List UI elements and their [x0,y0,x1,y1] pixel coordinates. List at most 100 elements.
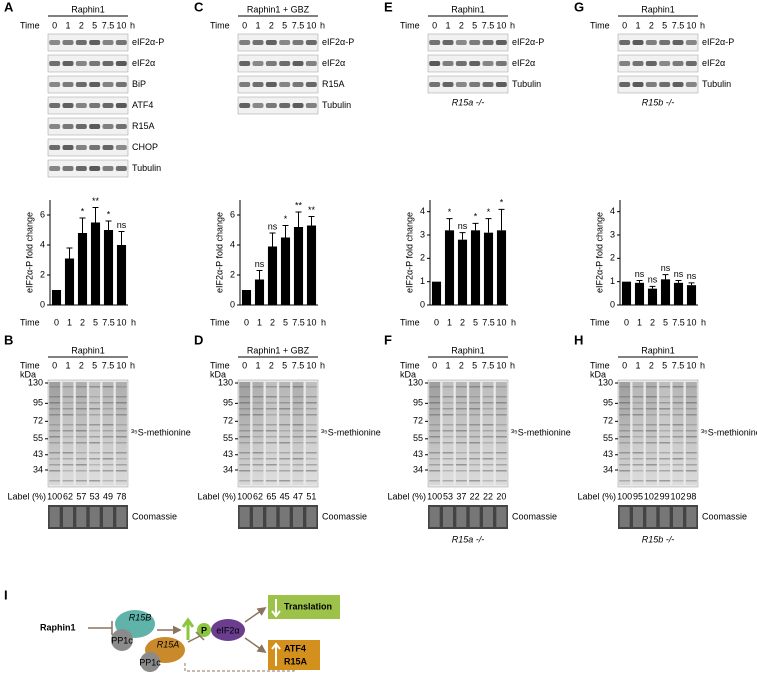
blot-frame [237,33,319,52]
label-value: 62 [253,491,263,501]
gel-band [75,408,87,410]
gel-band [265,414,277,416]
gel-band [75,452,87,454]
time-label: Time [20,360,40,370]
time-value: 5 [282,20,287,30]
pp1c-shape [140,652,160,672]
stain-label: Coomassie [702,511,747,521]
gel-band [469,386,481,388]
time-value: 1 [65,20,70,30]
gel-band [115,430,127,432]
significance: ns [674,269,684,279]
gel-band [455,424,467,426]
gel-band [115,424,127,426]
gel-band [482,452,494,454]
blot-frame [237,54,319,73]
gel-band [102,424,114,426]
coomassie [428,505,508,529]
gel-band [619,470,631,472]
gel-band [645,464,657,466]
gel-band [672,464,684,466]
band-label: Tubulin [702,79,731,89]
gel-band [469,464,481,466]
gel-band [305,414,317,416]
y-tick-label: 0 [420,299,425,309]
time-value: 2 [459,20,464,30]
gel-band [442,436,454,438]
arrow [244,606,267,623]
gel-band [632,442,644,444]
gel-band [49,436,61,438]
gel-band [455,430,467,432]
gel-band [482,402,494,404]
blot-band [49,82,61,87]
gel-band [239,442,251,444]
gel-band [469,408,481,410]
time-value: 0 [242,360,247,370]
gel-band [659,402,671,404]
gel-band [495,402,507,404]
x-axis-label: Time [210,317,230,327]
gel-band [89,386,101,388]
gel-band [62,386,74,388]
marker-label: 34 [223,464,233,474]
genotype: R15b -/- [642,97,675,107]
significance: ** [295,200,303,210]
coomassie-lane [646,507,657,527]
stain-label: Coomassie [322,511,367,521]
gel-band [115,436,127,438]
label-value: 20 [496,491,506,501]
y-tick-label: 6 [230,209,235,219]
x-tick-label: 1 [637,317,642,327]
gel-band [685,430,697,432]
gel-band [469,480,481,482]
gel-title: Raphin1 + GBZ [247,345,310,355]
time-value: 7.5 [102,360,115,370]
time-unit: h [510,360,515,370]
gel-band [495,430,507,432]
time-value: 2 [269,360,274,370]
gel-lane [455,382,467,485]
gel-band [279,458,291,460]
error-bar [459,232,466,240]
y-tick-label: 2 [610,253,615,263]
significance: ns [635,269,645,279]
kda-label: kDa [400,369,416,379]
gel-band [469,436,481,438]
gel-band [305,470,317,472]
bar [483,232,494,305]
coomassie [238,505,318,529]
blot-frame [47,54,129,73]
blot-band [429,82,441,87]
gel-band [102,430,114,432]
gel-band [619,464,631,466]
label-value: 45 [280,491,290,501]
gel-band [115,396,127,398]
time-label: Time [590,360,610,370]
x-tick-label: 2 [270,317,275,327]
panel-letter: D [194,332,203,347]
bar [267,246,278,305]
bar [241,290,252,305]
gel-band [619,402,631,404]
coomassie-lane [496,507,507,527]
time-unit: h [320,360,325,370]
label-value: 53 [443,491,453,501]
band-label: R15A [132,121,155,131]
band-label: eIF2α [132,58,155,68]
gel-band [102,402,114,404]
gel-band [239,424,251,426]
gel-band [429,442,441,444]
significance: ns [648,275,658,285]
marker-label: 72 [413,416,423,426]
blot-band [102,61,114,66]
significance: ns [268,221,278,231]
gel-band [619,414,631,416]
blot-band [62,103,74,108]
gel-band [62,458,74,460]
gel-band [252,480,264,482]
blot-frame [47,33,129,52]
x-axis-label: Time [20,317,40,327]
gel-band [115,458,127,460]
gel-band [495,464,507,466]
